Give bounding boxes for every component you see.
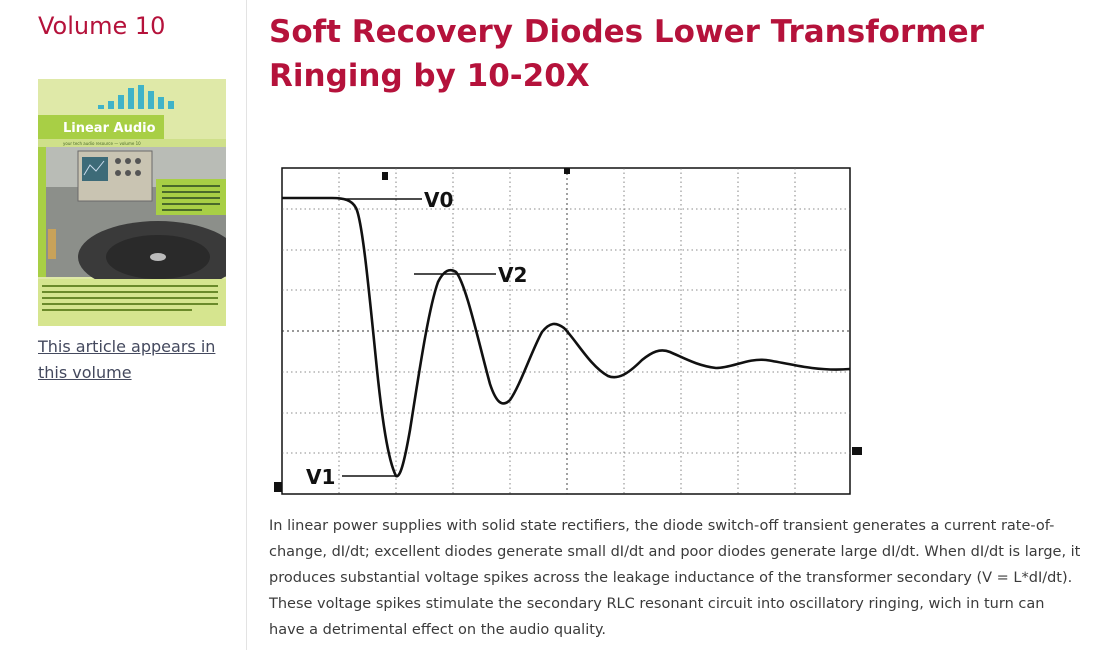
volume-title: Volume 10 <box>38 12 166 40</box>
label-v1: V1 <box>306 465 335 489</box>
label-v0: V0 <box>424 188 453 212</box>
cover-artwork: Linear Audio your tech audio resource — … <box>38 79 226 326</box>
article-body: In linear power supplies with solid stat… <box>269 518 1081 638</box>
cover-brand: Linear Audio <box>63 121 156 136</box>
label-v2: V2 <box>498 263 527 287</box>
oscilloscope-figure: V0 V2 V1 <box>272 160 872 500</box>
equalizer-logo-icon <box>98 85 174 109</box>
volume-link[interactable]: This article appears in this volume <box>38 337 216 382</box>
article-title: Soft Recovery Diodes Lower Transformer R… <box>269 14 984 94</box>
oscilloscope-trace-image: V0 V2 V1 <box>274 167 862 495</box>
cover-tagline: your tech audio resource — volume 10 <box>63 141 141 146</box>
sidebar: Volume 10 Linear Audio your tech audio r… <box>0 0 247 650</box>
volume-cover-image[interactable]: Linear Audio your tech audio resource — … <box>38 79 226 326</box>
ringing-waveform <box>282 196 851 478</box>
